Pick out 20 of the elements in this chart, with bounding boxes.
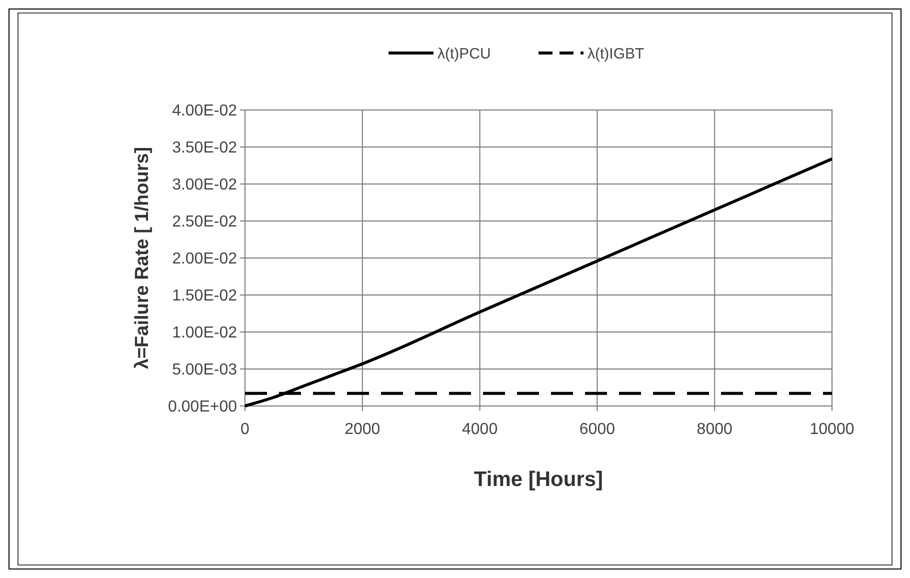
y-tick-label: 1.50E-02 [172, 288, 238, 305]
y-tick-label: 0.00E+00 [168, 398, 238, 416]
x-tick-label: 10000 [810, 421, 854, 438]
y-tick-label: 4.00E-02 [172, 102, 238, 120]
y-axis-title: λ=Failure Rate [ 1/hours] [132, 146, 153, 370]
legend-label: λ(t)PCU [438, 45, 491, 62]
x-axis-title: Time [Hours] [474, 468, 604, 491]
y-tick-label: 5.00E-03 [172, 362, 238, 379]
x-tick-label: 6000 [579, 421, 616, 438]
y-tick-label: 3.00E-02 [172, 176, 238, 194]
y-tick-label: 2.50E-02 [172, 214, 238, 231]
y-tick-label: 1.00E-02 [172, 324, 238, 342]
x-tick-label: 0 [240, 421, 250, 438]
legend-label: λ(t)IGBT [588, 45, 644, 62]
x-tick-label: 2000 [344, 421, 380, 438]
line-series [244, 157, 834, 408]
x-tick-label: 8000 [696, 421, 732, 438]
y-tick-label: 3.50E-02 [172, 140, 238, 157]
x-tick-label: 4000 [462, 421, 498, 438]
y-tick-label: 2.00E-02 [172, 250, 238, 268]
